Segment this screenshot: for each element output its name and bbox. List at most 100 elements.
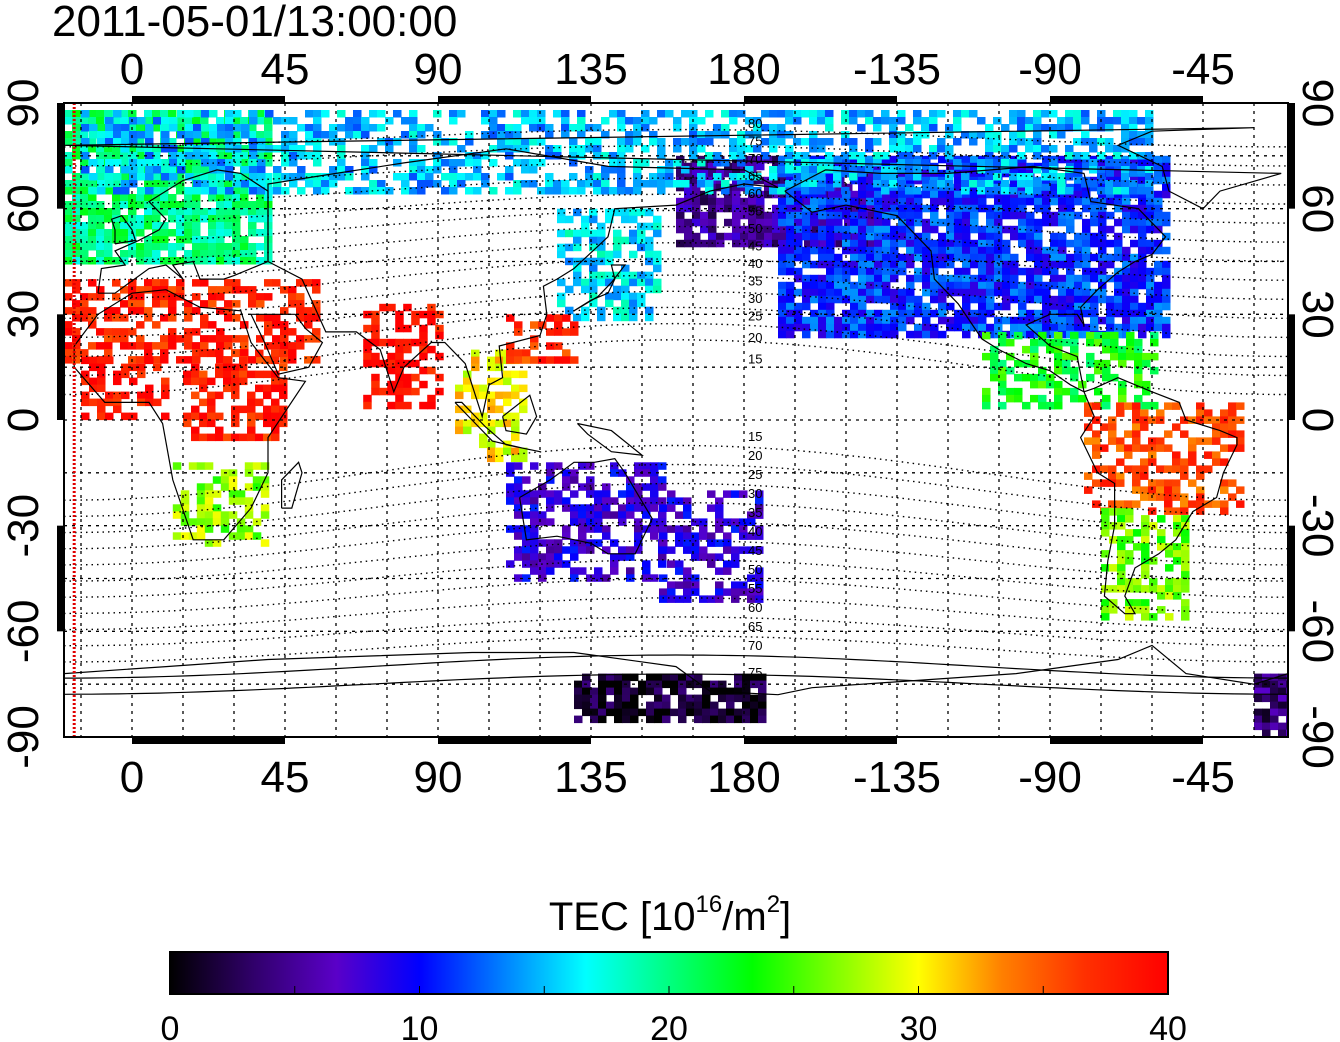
tec-cell <box>969 138 978 146</box>
tec-cell <box>260 483 270 491</box>
tec-cell <box>882 253 891 262</box>
tec-cell <box>112 293 121 301</box>
tec-cell <box>1110 373 1119 382</box>
tec-cell <box>1101 515 1110 523</box>
tec-cell <box>1101 606 1110 614</box>
tec-cell <box>1089 180 1098 188</box>
tec-cell <box>866 176 875 185</box>
tec-cell <box>1017 131 1026 139</box>
bottom-longitude-label: 135 <box>554 753 627 802</box>
tec-cell <box>562 328 571 336</box>
tec-data-layer <box>64 110 1288 737</box>
tec-cell <box>1022 373 1031 382</box>
tec-cell <box>188 532 198 540</box>
tec-cell <box>172 462 182 470</box>
tec-cell <box>1156 486 1165 494</box>
map-title: 2011-05-01/13:00:00 <box>52 0 457 46</box>
tec-cell <box>834 155 843 164</box>
tec-cell <box>882 246 891 255</box>
tec-cell <box>1129 110 1138 118</box>
tec-cell <box>898 239 907 248</box>
tec-cell <box>530 525 539 533</box>
tec-cell <box>105 131 114 139</box>
tec-cell <box>906 197 915 206</box>
tec-cell <box>1138 323 1147 332</box>
tec-cell <box>184 166 193 174</box>
tec-cell <box>513 110 522 118</box>
tec-cell <box>786 211 795 220</box>
tec-cell <box>256 229 265 237</box>
tec-cell <box>530 539 539 547</box>
tec-cell <box>691 553 700 561</box>
tec-cell <box>80 293 89 301</box>
tec-cell <box>1154 169 1163 178</box>
tec-cell <box>271 398 280 407</box>
tec-cell <box>208 222 217 230</box>
tec-cell <box>731 525 740 533</box>
tec-cell <box>88 215 97 223</box>
tec-cell <box>708 162 717 171</box>
tec-cell <box>1114 323 1123 332</box>
tec-cell <box>449 173 458 181</box>
tec-cell <box>692 211 701 220</box>
tec-cell <box>962 197 971 206</box>
tec-cell <box>1117 550 1126 558</box>
tec-cell <box>247 419 256 428</box>
tec-cell <box>80 194 89 202</box>
tec-cell <box>361 173 370 181</box>
tec-cell <box>433 166 442 174</box>
frame-bar <box>57 525 64 632</box>
tec-cell <box>602 490 611 498</box>
tec-cell <box>72 229 81 237</box>
tec-cell <box>697 131 706 139</box>
tec-cell <box>304 307 313 315</box>
tec-cell <box>922 267 931 276</box>
tec-cell <box>826 309 835 318</box>
tec-cell <box>994 211 1003 220</box>
tec-cell <box>1181 557 1190 565</box>
tec-cell <box>129 138 138 146</box>
tec-cell <box>998 380 1007 389</box>
tec-cell <box>1262 715 1271 724</box>
tec-cell <box>930 323 939 332</box>
tec-cell <box>699 525 708 533</box>
tec-cell <box>702 687 711 696</box>
tec-cell <box>530 567 539 575</box>
tec-cell <box>755 546 764 554</box>
tec-cell <box>778 253 787 262</box>
tec-cell <box>1145 166 1154 174</box>
tec-cell <box>986 267 995 276</box>
tec-cell <box>506 490 515 498</box>
tec-cell <box>208 257 217 265</box>
tec-cell <box>1101 550 1110 558</box>
tec-cell <box>858 239 867 248</box>
colorbar-label: TEC [1016/m2] <box>549 891 791 939</box>
tec-cell <box>200 243 209 251</box>
tec-cell <box>168 229 177 237</box>
tec-cell <box>834 211 843 220</box>
tec-cell <box>296 314 305 322</box>
tec-cell <box>513 180 522 188</box>
tec-cell <box>240 321 249 329</box>
tec-cell <box>953 159 962 167</box>
tec-cell <box>184 229 193 237</box>
tec-cell <box>272 279 281 287</box>
tec-cell <box>930 225 939 234</box>
tec-cell <box>882 190 891 199</box>
tec-cell <box>1122 288 1131 297</box>
tec-cell <box>1030 394 1039 403</box>
tec-cell <box>986 218 995 227</box>
tec-cell <box>204 539 214 547</box>
tec-cell <box>176 279 185 287</box>
tec-cell <box>654 708 663 717</box>
tec-cell <box>495 454 504 463</box>
tec-cell <box>634 469 643 477</box>
tec-cell <box>1157 529 1166 537</box>
tec-cell <box>72 349 81 357</box>
tec-cell <box>590 715 599 724</box>
tec-cell <box>546 504 555 512</box>
tec-cell <box>622 694 631 703</box>
magnetic-latitude-label: 15 <box>748 429 762 444</box>
magnetic-latitude-contour <box>64 597 1288 631</box>
tec-cell <box>89 187 98 195</box>
